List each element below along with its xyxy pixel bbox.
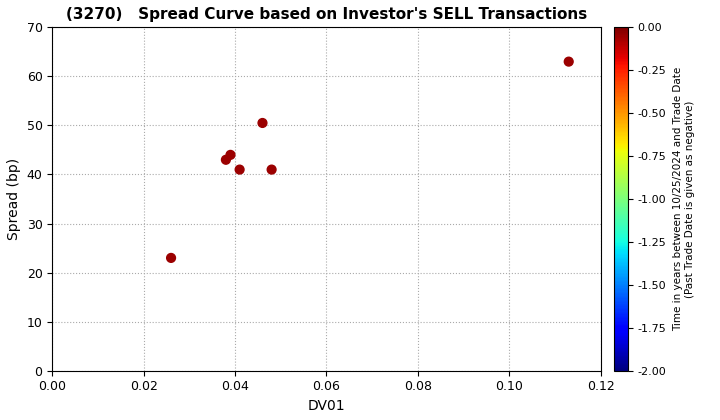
Title: (3270)   Spread Curve based on Investor's SELL Transactions: (3270) Spread Curve based on Investor's … xyxy=(66,7,587,22)
Point xyxy=(257,120,269,126)
Point xyxy=(234,166,246,173)
Y-axis label: Spread (bp): Spread (bp) xyxy=(7,158,21,240)
Point xyxy=(166,255,177,261)
X-axis label: DV01: DV01 xyxy=(307,399,346,413)
Point xyxy=(266,166,277,173)
Point xyxy=(563,58,575,65)
Y-axis label: Time in years between 10/25/2024 and Trade Date
(Past Trade Date is given as neg: Time in years between 10/25/2024 and Tra… xyxy=(673,67,695,331)
Point xyxy=(220,156,232,163)
Point xyxy=(225,152,236,158)
